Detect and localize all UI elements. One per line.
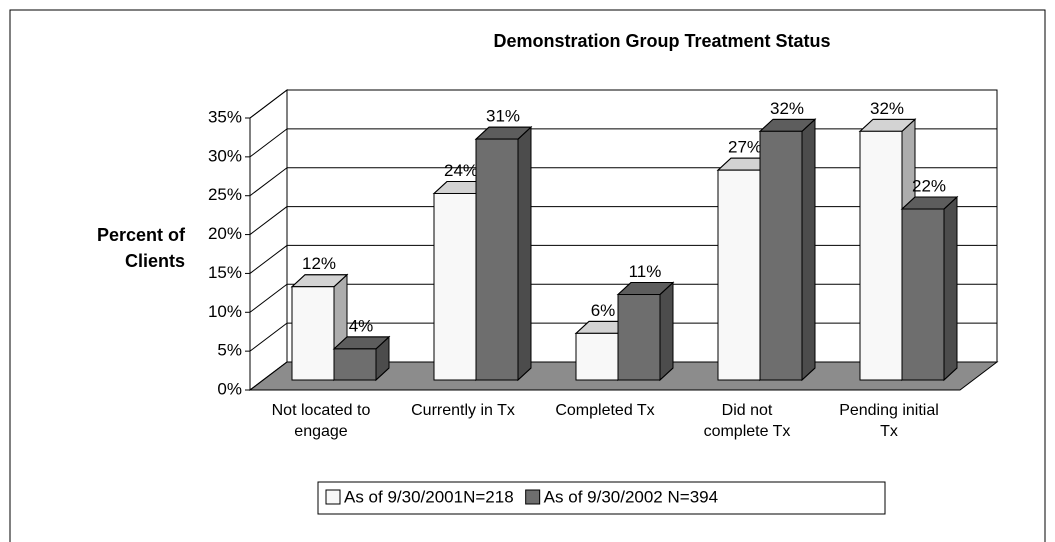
y-tick-label: 25% xyxy=(208,185,242,204)
value-label: 12% xyxy=(302,254,336,273)
value-label: 27% xyxy=(728,138,762,157)
bar xyxy=(859,130,903,381)
value-label: 4% xyxy=(349,316,374,335)
y-tick-label: 10% xyxy=(208,302,242,321)
bar xyxy=(291,286,335,381)
grid-line xyxy=(249,361,288,391)
value-label: 32% xyxy=(770,99,804,118)
bar-side-shade xyxy=(943,195,958,382)
grid-line xyxy=(249,89,288,119)
legend-label: As of 9/30/2002 N=394 xyxy=(544,487,718,506)
y-tick-label: 35% xyxy=(208,107,242,126)
bar xyxy=(475,138,519,381)
bar xyxy=(717,169,761,381)
chart-frame xyxy=(9,9,1046,542)
bar xyxy=(901,208,945,381)
bar-side-shade xyxy=(517,125,532,382)
y-tick-label: 20% xyxy=(208,224,242,243)
y-tick-label: 30% xyxy=(208,146,242,165)
bar xyxy=(617,294,661,381)
y-axis-title: Percent of Clients xyxy=(96,225,185,271)
bar-side-shade xyxy=(801,118,816,382)
x-tick-label: Not located to engage xyxy=(271,402,371,440)
x-tick-label: Currently in Tx xyxy=(411,402,515,419)
y-tick-label: 5% xyxy=(217,341,242,360)
grid-line xyxy=(249,322,288,352)
chart-title: Demonstration Group Treatment Status xyxy=(493,31,830,51)
value-label: 6% xyxy=(591,301,616,320)
x-tick-label: Completed Tx xyxy=(555,402,655,419)
grid-line xyxy=(249,245,288,274)
value-label: 32% xyxy=(870,99,904,118)
y-tick-label: 0% xyxy=(217,379,242,398)
bar xyxy=(575,332,619,381)
bar xyxy=(333,348,377,381)
grid-line xyxy=(249,128,288,158)
y-tick-label: 15% xyxy=(208,263,242,282)
bar xyxy=(433,192,477,381)
value-label: 22% xyxy=(912,177,946,196)
legend-box xyxy=(317,481,886,515)
legend-label: As of 9/30/2001N=218 xyxy=(344,487,514,506)
legend-swatch xyxy=(525,489,541,505)
value-label: 31% xyxy=(486,107,520,126)
value-label: 11% xyxy=(629,262,662,281)
x-tick-label: Pending initial Tx xyxy=(839,402,939,440)
value-label: 24% xyxy=(444,161,478,180)
bar-side-shade xyxy=(659,281,674,382)
grid-line xyxy=(249,167,288,197)
x-tick-label: Did not complete Tx xyxy=(703,402,791,440)
grid-line xyxy=(249,283,288,313)
bar xyxy=(759,130,803,381)
legend-swatch xyxy=(325,489,341,505)
side-wall xyxy=(249,88,288,392)
grid-line xyxy=(249,206,288,235)
